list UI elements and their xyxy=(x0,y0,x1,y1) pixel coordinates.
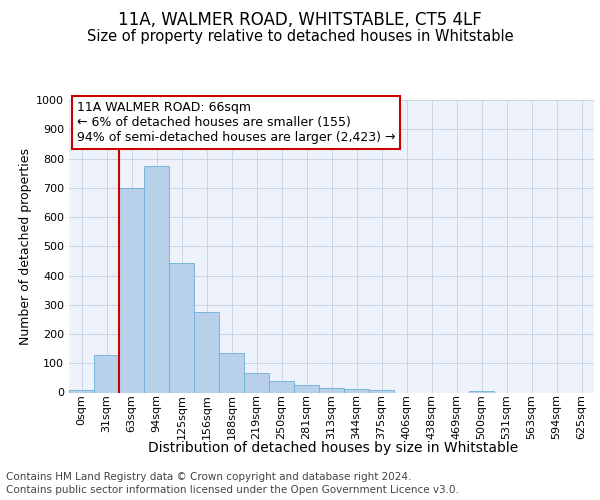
Text: Contains public sector information licensed under the Open Government Licence v3: Contains public sector information licen… xyxy=(6,485,459,495)
Bar xyxy=(469,391,494,392)
Bar xyxy=(369,390,394,392)
Bar xyxy=(169,263,194,392)
Bar xyxy=(69,390,94,392)
Bar xyxy=(294,385,319,392)
Text: Contains HM Land Registry data © Crown copyright and database right 2024.: Contains HM Land Registry data © Crown c… xyxy=(6,472,412,482)
Bar xyxy=(144,166,169,392)
Text: 11A WALMER ROAD: 66sqm
← 6% of detached houses are smaller (155)
94% of semi-det: 11A WALMER ROAD: 66sqm ← 6% of detached … xyxy=(77,102,395,144)
Text: 11A, WALMER ROAD, WHITSTABLE, CT5 4LF: 11A, WALMER ROAD, WHITSTABLE, CT5 4LF xyxy=(118,11,482,29)
Bar xyxy=(344,388,369,392)
Bar xyxy=(319,388,344,392)
Bar xyxy=(219,353,244,393)
Bar xyxy=(269,381,294,392)
Bar xyxy=(244,372,269,392)
Y-axis label: Number of detached properties: Number of detached properties xyxy=(19,148,32,345)
Bar xyxy=(194,312,219,392)
Bar xyxy=(94,355,119,393)
Text: Distribution of detached houses by size in Whitstable: Distribution of detached houses by size … xyxy=(148,441,518,455)
Text: Size of property relative to detached houses in Whitstable: Size of property relative to detached ho… xyxy=(86,29,514,44)
Bar xyxy=(119,188,144,392)
